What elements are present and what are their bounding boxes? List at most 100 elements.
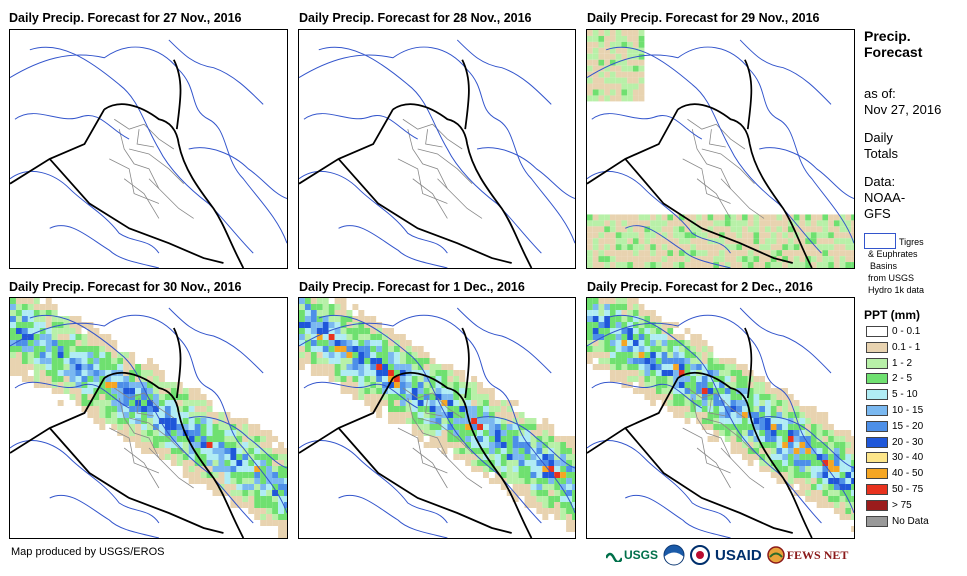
precip-cell [713,262,720,268]
precip-cell [598,95,605,102]
precip-cell [224,424,231,430]
precip-cell [655,364,662,370]
precip-cell [477,388,483,394]
precip-cell [152,394,159,400]
precip-cell [742,262,748,268]
precip-cell [747,406,754,412]
precip-cell [316,370,323,376]
precip-cell [27,334,34,340]
precip-cell [141,418,148,424]
precip-cell [810,244,817,251]
precip-cell [810,430,817,436]
precip-cell [707,262,714,268]
precip-cell [554,466,561,472]
precip-cell [236,478,243,484]
precip-cell [411,412,418,418]
precip-cell [759,448,765,454]
precip-cell [644,346,651,352]
precip-cell [170,424,177,430]
precip-cell [99,370,106,376]
precip-cell [604,304,610,310]
precip-cell [839,232,846,239]
precip-cell [364,382,371,388]
precip-cell [684,358,691,364]
precip-cell [793,244,800,251]
precip-cell [776,448,783,454]
precip-cell [638,220,645,227]
precip-cell [176,394,183,400]
precip-cell [105,376,112,382]
precip-cell [236,442,243,448]
precip-cell [701,376,708,382]
precip-cell [719,364,725,370]
precip-cell [828,502,834,508]
precip-cell [765,232,771,239]
precip-cell [851,490,854,496]
precip-cell [299,304,305,310]
precip-cell [471,442,478,448]
precip-cell [15,316,22,322]
precip-cell [376,322,383,328]
precip-cell [465,436,472,442]
precip-cell [638,382,645,388]
precip-cell [765,250,771,257]
precip-cell [411,424,418,430]
precip-cell [730,358,737,364]
precip-cell [506,436,513,442]
precip-cell [560,514,567,520]
precip-cell [164,448,171,454]
precip-cell [845,514,852,520]
precip-cell [536,448,543,454]
precip-cell [340,352,347,358]
precip-cell [638,358,645,364]
precip-cell [230,484,237,490]
precip-cell [506,466,513,472]
usgs-logo: USGS [606,548,658,562]
precip-cell [494,466,501,472]
precip-cell [376,340,383,346]
precip-cell [730,250,737,257]
panel-title-2: Daily Precip. Forecast for 28 Nov., 2016 [299,11,532,25]
precip-cell [615,226,622,233]
precip-cell [123,430,130,436]
precip-cell [182,454,189,460]
precip-cell [447,376,454,382]
precip-cell [316,358,323,364]
precip-cell [212,442,219,448]
basin-boundary [29,314,254,524]
precip-cell [93,418,100,424]
precip-cell [530,478,537,484]
precip-cell [787,250,794,257]
precip-cell [129,430,136,436]
precip-cell [230,478,237,484]
precip-cell [500,460,507,466]
basin-boundary [587,440,731,524]
precip-cell [822,472,829,478]
precip-cell [650,388,656,394]
precip-cell [782,424,788,430]
precip-cell [423,358,430,364]
precip-cell [141,400,148,406]
precip-cell [278,502,285,508]
precip-cell [753,250,760,257]
basin-boundary [456,39,552,105]
country-border [587,377,679,454]
precip-cell [592,47,599,54]
precip-cell [782,454,788,460]
precip-cell [188,424,195,430]
precip-cell [39,328,46,334]
precip-cell [701,412,708,418]
precip-cell [530,502,537,508]
legend-title-line1: Precip. [864,28,911,44]
precip-cell [33,316,40,322]
precip-cell [719,406,725,412]
country-border [49,427,224,534]
precip-cell [524,484,531,490]
precip-cell [632,370,639,376]
basin-boundary [591,381,703,409]
precip-cell [266,514,273,520]
precip-cell [566,508,573,514]
precip-cell [188,418,195,424]
precip-cell [33,298,40,304]
ppt-swatch [866,436,888,448]
